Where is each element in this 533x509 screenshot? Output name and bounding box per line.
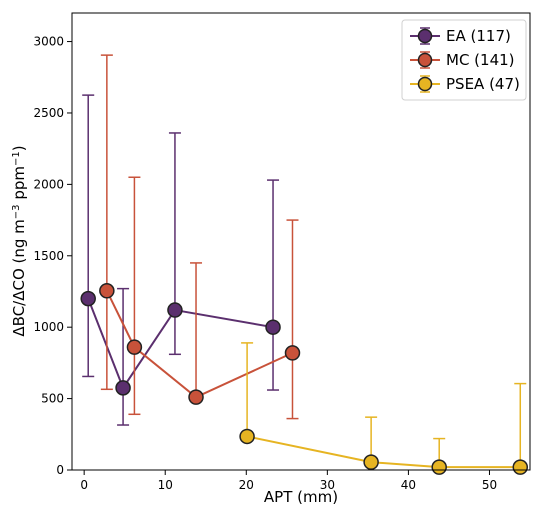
- data-point: [80, 290, 96, 307]
- series-2: [239, 342, 529, 475]
- axes-frame: [71, 12, 531, 471]
- y-axis-title-sup1: −3: [11, 204, 22, 219]
- legend-label: PSEA (47): [446, 75, 520, 93]
- data-point: [512, 459, 529, 475]
- legend-label: EA (117): [446, 27, 511, 45]
- x-axis-title: APT (mm): [264, 488, 338, 506]
- legend-label: MC (141): [446, 51, 515, 69]
- series-line: [105, 290, 293, 399]
- y-tick-label: 2500: [33, 106, 64, 120]
- x-tick-label: 30: [320, 478, 335, 492]
- y-tick-label: 1500: [33, 249, 64, 263]
- y-tick-label: 2000: [33, 177, 64, 191]
- x-tick-label: 0: [80, 478, 88, 492]
- data-point: [265, 319, 281, 335]
- legend-marker: [417, 28, 433, 44]
- y-axis-title-mid: ppm: [10, 166, 28, 204]
- y-axis-title-end: ): [10, 145, 28, 151]
- data-point: [126, 339, 143, 355]
- y-tick-label: 500: [41, 392, 64, 406]
- legend-marker: [417, 76, 433, 92]
- y-axis: 0 500 1000 1500 2000 2500 3000: [33, 35, 72, 477]
- x-tick-label: 40: [401, 478, 416, 492]
- data-point: [115, 380, 131, 396]
- data-point: [284, 345, 301, 361]
- legend-box: [401, 19, 527, 101]
- data-point: [431, 459, 447, 475]
- y-axis-title-sup2: −1: [11, 151, 22, 166]
- legend-marker: [417, 52, 433, 68]
- series-1: [99, 54, 301, 420]
- y-tick-label: 0: [56, 463, 64, 477]
- data-point: [167, 302, 183, 318]
- plot-area: [80, 54, 529, 475]
- legend: EA (117) MC (141) PSEA (47): [401, 19, 527, 101]
- y-axis-title-main: ΔBC/ΔCO (ng m: [10, 219, 28, 336]
- x-tick-label: 20: [239, 478, 254, 492]
- x-tick-label: 50: [482, 478, 497, 492]
- series-line: [87, 298, 274, 391]
- y-tick-label: 1000: [33, 320, 64, 334]
- y-tick-label: 3000: [33, 35, 64, 49]
- data-point: [363, 454, 379, 470]
- x-tick-label: 10: [158, 478, 173, 492]
- series-line: [246, 435, 521, 469]
- data-point: [99, 283, 115, 299]
- x-axis: 0 10 20 30 40 50: [80, 470, 497, 492]
- data-point: [239, 428, 255, 445]
- data-point: [188, 389, 204, 405]
- y-axis-title: ΔBC/ΔCO (ng m−3 ppm−1): [10, 145, 28, 336]
- series-0: [80, 94, 281, 426]
